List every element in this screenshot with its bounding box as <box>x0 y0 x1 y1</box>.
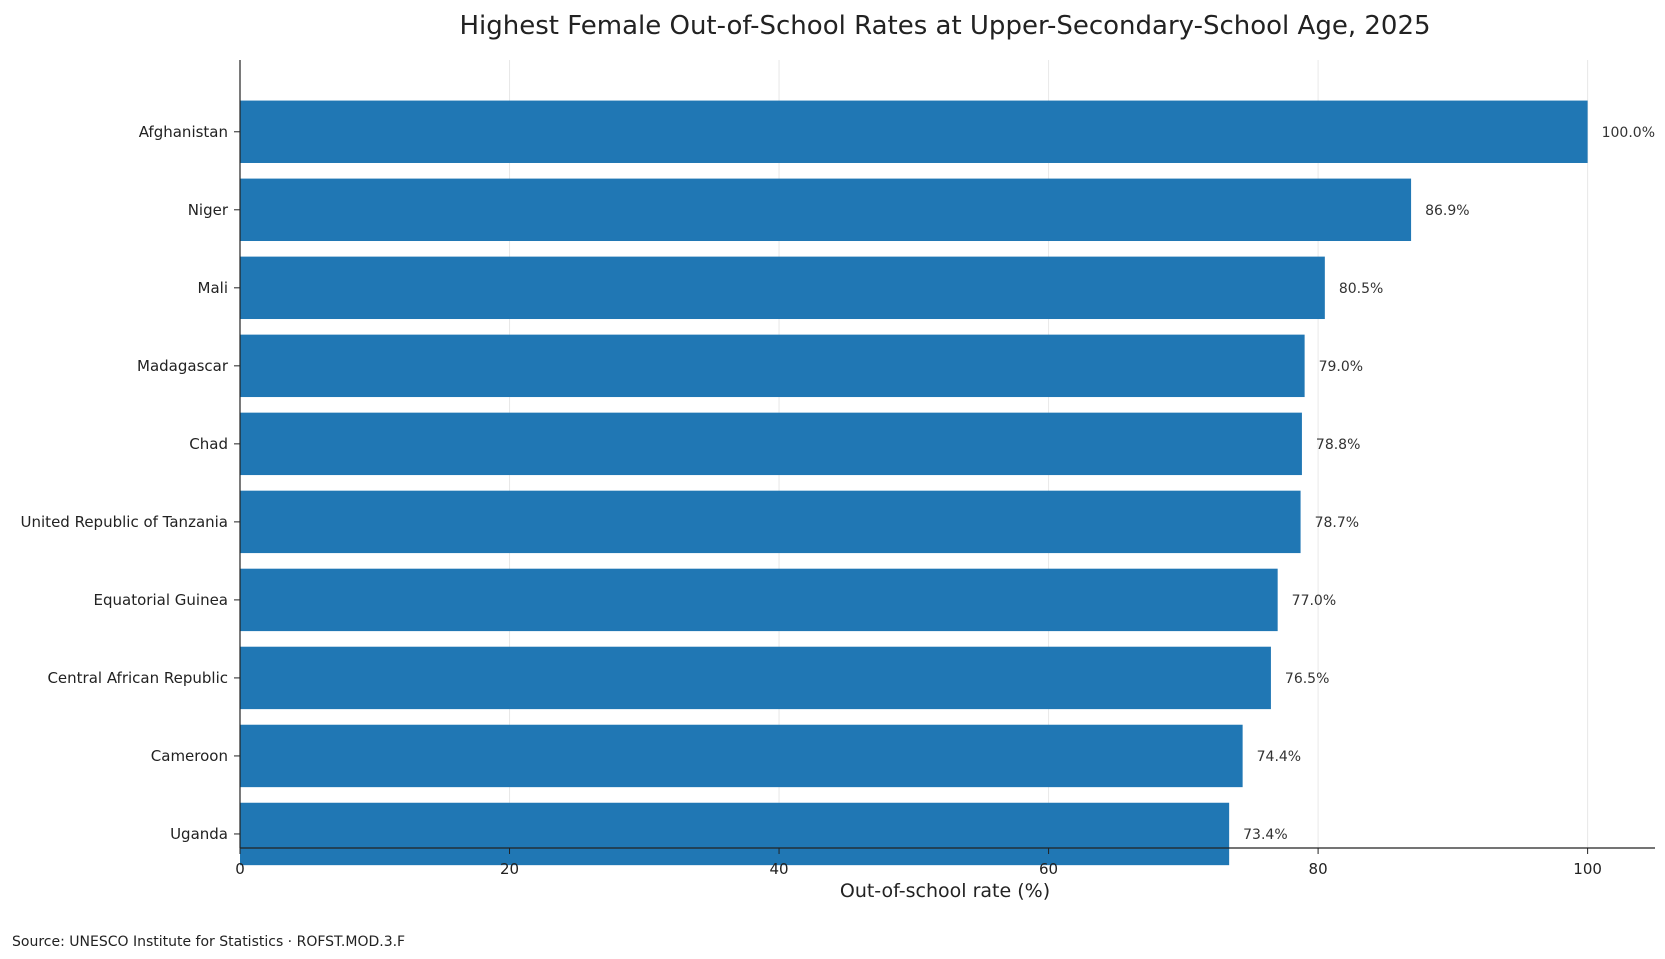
category-label: Mali <box>198 279 228 297</box>
x-axis-title: Out-of-school rate (%) <box>840 880 1050 902</box>
bar <box>240 412 1302 476</box>
x-tick-label: 40 <box>770 860 789 878</box>
bar <box>240 100 1588 163</box>
chart-title: Highest Female Out-of-School Rates at Up… <box>459 11 1430 41</box>
x-axis: 0 20 40 60 80 100 <box>235 847 1655 878</box>
category-label: Chad <box>189 435 228 453</box>
bar <box>240 334 1305 398</box>
x-tick-label: 60 <box>1039 860 1058 878</box>
x-tick-label: 20 <box>500 860 519 878</box>
category-label: Afghanistan <box>139 123 228 141</box>
bar <box>240 256 1325 320</box>
bar <box>240 568 1278 632</box>
value-label: 78.7% <box>1315 515 1359 531</box>
bar <box>240 490 1301 554</box>
category-label: Niger <box>188 201 229 219</box>
category-label: Cameroon <box>151 747 228 765</box>
value-labels: 100.0% 86.9% 80.5% 79.0% 78.8% 78.7% 77.0% 76.5… <box>1243 125 1655 843</box>
category-label: Central African Republic <box>47 669 228 687</box>
category-label: Madagascar <box>137 357 229 375</box>
bar <box>240 178 1412 242</box>
x-tick-label: 100 <box>1573 860 1602 878</box>
value-label: 79.0% <box>1319 359 1363 375</box>
bar <box>240 646 1271 710</box>
category-label: Equatorial Guinea <box>94 591 228 609</box>
value-label: 78.8% <box>1316 437 1360 453</box>
bar <box>240 724 1243 788</box>
category-label: Uganda <box>170 825 228 843</box>
value-label: 86.9% <box>1425 203 1469 219</box>
source-note: Source: UNESCO Institute for Statistics … <box>12 934 405 950</box>
bars <box>240 100 1588 866</box>
category-labels: Afghanistan Niger Mali Madagascar Chad United… <box>21 123 240 843</box>
value-label: 74.4% <box>1257 749 1301 765</box>
value-label: 100.0% <box>1602 125 1655 141</box>
bar <box>240 802 1230 866</box>
value-label: 73.4% <box>1243 827 1287 843</box>
value-label: 80.5% <box>1339 281 1383 297</box>
category-label: United Republic of Tanzania <box>21 513 228 531</box>
value-label: 77.0% <box>1292 593 1336 609</box>
x-tick-label: 80 <box>1309 860 1328 878</box>
value-label: 76.5% <box>1285 671 1329 687</box>
x-tick-label: 0 <box>235 860 245 878</box>
